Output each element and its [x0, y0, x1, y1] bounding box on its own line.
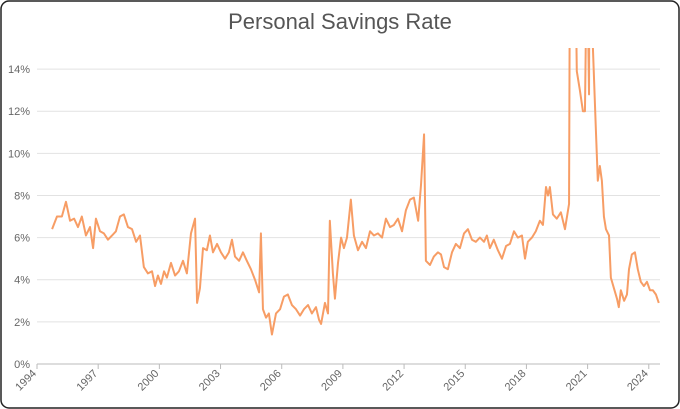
chart-title: Personal Savings Rate — [228, 9, 452, 34]
y-tick-label: 4% — [14, 275, 30, 287]
y-tick-label: 0% — [14, 359, 30, 371]
y-tick-label: 8% — [14, 190, 30, 202]
y-tick-label: 6% — [14, 233, 30, 245]
y-tick-label: 10% — [8, 148, 30, 160]
savings-line — [51, 48, 660, 336]
y-tick-label: 12% — [8, 106, 30, 118]
y-tick-label: 2% — [14, 317, 30, 329]
plot-area — [51, 48, 660, 336]
y-tick-label: 14% — [8, 64, 30, 76]
